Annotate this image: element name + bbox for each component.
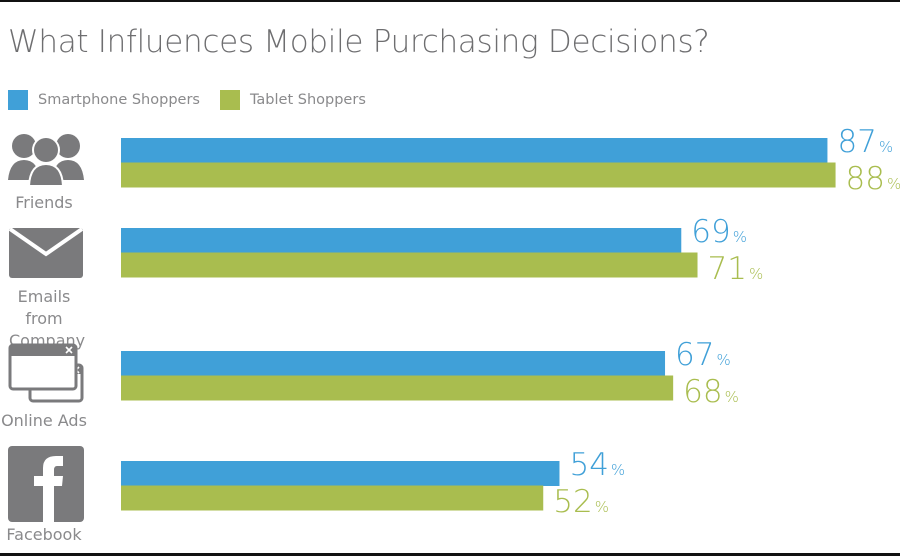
legend-swatch-smartphone (8, 90, 28, 110)
bar-tablet-0 (121, 162, 836, 188)
data-label-smartphone-2: 67% (675, 337, 731, 373)
data-label-tablet-0: 88% (846, 161, 900, 197)
people-group-icon (8, 134, 84, 186)
data-label-smartphone-0: 87% (837, 124, 893, 160)
bar-tablet-3 (121, 485, 544, 511)
facebook-icon (8, 446, 84, 522)
data-label-tablet-1: 71% (708, 251, 764, 287)
browser-windows-icon (8, 343, 84, 403)
legend-label-tablet: Tablet Shoppers (249, 92, 366, 108)
bar-smartphone-1 (121, 228, 682, 253)
bar-tablet-2 (121, 375, 674, 401)
category-label-online-ads: Online Ads (1, 411, 87, 430)
bar-smartphone-0 (121, 138, 828, 163)
bottom-border (0, 553, 900, 556)
data-label-tablet-2: 68% (683, 374, 739, 410)
bar-tablet-1 (121, 252, 698, 278)
category-label-facebook: Facebook (6, 525, 82, 544)
data-label-smartphone-3: 54% (569, 447, 625, 483)
legend-label-smartphone: Smartphone Shoppers (38, 92, 200, 108)
legend-item-smartphone: Smartphone Shoppers (8, 90, 200, 110)
legend: Smartphone Shoppers Tablet Shoppers (8, 90, 386, 110)
legend-swatch-tablet (219, 90, 240, 110)
data-label-smartphone-1: 69% (691, 214, 747, 250)
category-label-friends: Friends (15, 193, 73, 212)
legend-item-tablet: Tablet Shoppers (219, 90, 366, 110)
bar-smartphone-3 (121, 461, 560, 486)
envelope-icon (8, 227, 84, 278)
data-label-tablet-3: 52% (553, 484, 609, 520)
bar-smartphone-2 (121, 351, 666, 376)
chart-title: What Influences Mobile Purchasing Decisi… (8, 24, 710, 60)
top-border (0, 0, 900, 2)
